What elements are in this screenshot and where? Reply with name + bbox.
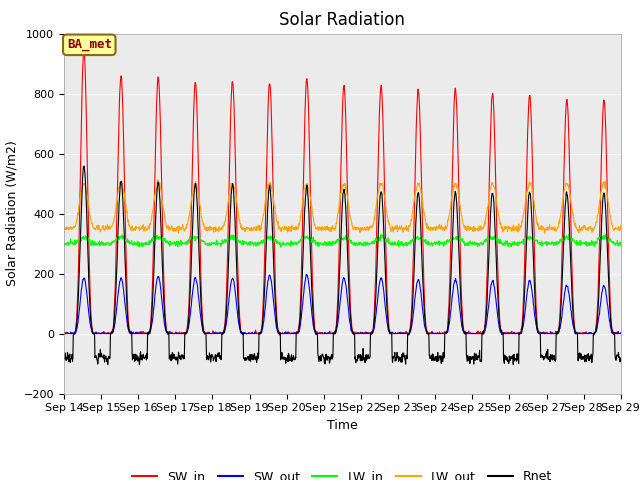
SW_out [302,272,310,277]
LW_in [429,240,437,246]
Line: LW_in: LW_in [64,235,621,247]
LW_in [617,241,625,247]
Rnet [80,163,88,169]
Text: BA_met: BA_met [67,38,112,51]
LW_out [185,215,193,220]
LW_in [184,240,191,246]
Y-axis label: Solar Radiation (W/m2): Solar Radiation (W/m2) [5,141,18,287]
LW_out [502,224,510,229]
SW_out [246,330,254,336]
LW_in [60,240,68,246]
SW_out [184,326,192,332]
SW_out [429,331,437,336]
LW_in [277,244,285,250]
Legend: SW_in, SW_out, LW_in, LW_out, Rnet: SW_in, SW_out, LW_in, LW_out, Rnet [127,465,557,480]
Line: SW_in: SW_in [64,52,621,334]
LW_out [60,225,68,231]
SW_in [172,331,179,336]
SW_out [502,331,510,336]
SW_in [617,331,625,336]
Rnet [60,357,68,362]
SW_in [60,330,68,336]
SW_in [80,49,88,55]
Line: LW_out: LW_out [64,180,621,233]
Title: Solar Radiation: Solar Radiation [280,11,405,29]
Rnet [172,356,179,362]
LW_out [171,227,179,232]
LW_in [551,242,559,248]
LW_out [617,222,625,228]
SW_out [171,330,179,336]
LW_in [246,239,254,244]
SW_out [61,331,69,336]
SW_out [60,331,68,336]
LW_in [602,232,609,238]
LW_in [502,240,509,246]
Rnet [136,362,143,368]
LW_out [175,230,182,236]
LW_out [247,225,255,230]
SW_in [61,331,68,336]
SW_in [552,329,559,335]
Rnet [185,315,193,321]
Rnet [247,357,255,362]
Rnet [502,353,510,359]
SW_out [617,330,625,336]
Line: SW_out: SW_out [64,275,621,334]
Rnet [429,357,437,363]
SW_in [502,331,510,336]
LW_out [552,226,559,231]
LW_out [429,225,437,230]
SW_in [185,308,193,313]
LW_in [170,239,178,244]
Rnet [617,355,625,361]
Rnet [552,358,559,364]
X-axis label: Time: Time [327,419,358,432]
LW_out [154,177,162,183]
SW_in [429,330,437,336]
SW_out [552,331,559,336]
Line: Rnet: Rnet [64,166,621,365]
SW_in [247,330,255,336]
